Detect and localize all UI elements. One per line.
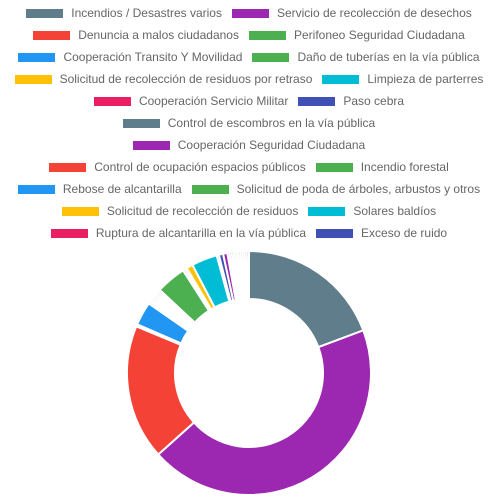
- legend-item[interactable]: Control de escombros en la vía pública: [122, 116, 376, 130]
- legend-swatch: [50, 228, 88, 238]
- legend-item[interactable]: Solicitud de recolección de residuos: [61, 204, 299, 218]
- legend-item[interactable]: Solicitud de poda de árboles, arbustos y…: [191, 182, 481, 196]
- legend-swatch: [315, 162, 353, 172]
- legend-row: Denuncia a malos ciudadanos Perifoneo Seg…: [0, 24, 498, 46]
- legend-label: Cooperación Servicio Militar: [138, 94, 289, 108]
- legend-swatch: [132, 140, 170, 150]
- legend-label: Cooperación Seguridad Ciudadana: [177, 138, 366, 152]
- legend-label: Control de ocupación espacios públicos: [94, 160, 306, 174]
- legend-item[interactable]: Daño de tuberías en la vía pública: [252, 50, 480, 64]
- legend-row: Control de escombros en la vía pública: [0, 112, 498, 134]
- legend-swatch: [308, 206, 346, 216]
- legend-row: Cooperación Seguridad Ciudadana: [0, 134, 498, 156]
- legend-label: Solicitud de recolección de residuos: [106, 204, 299, 218]
- legend-item[interactable]: Ruptura de alcantarilla en la vía públic…: [50, 226, 307, 240]
- legend-swatch: [248, 30, 286, 40]
- legend-swatch: [49, 162, 87, 172]
- legend-item[interactable]: Servicio de recolección de desechos: [231, 6, 472, 20]
- legend-label: Incendio forestal: [360, 160, 449, 174]
- legend-label: Control de escombros en la vía pública: [167, 116, 376, 130]
- legend-label: Daño de tuberías en la vía pública: [297, 50, 480, 64]
- chart-legend: Incendios / Desastres varios Servicio de …: [0, 2, 498, 244]
- legend-item[interactable]: Perifoneo Seguridad Ciudadana: [248, 28, 465, 42]
- legend-label: Exceso de ruido: [361, 226, 448, 240]
- legend-item[interactable]: Incendios / Desastres varios: [26, 6, 222, 20]
- legend-item[interactable]: Cooperación Seguridad Ciudadana: [132, 138, 366, 152]
- legend-swatch: [33, 30, 71, 40]
- legend-swatch: [122, 118, 160, 128]
- legend-swatch: [93, 96, 131, 106]
- legend-row: Solicitud de recolección de residuos por…: [0, 68, 498, 90]
- legend-swatch: [298, 96, 336, 106]
- legend-label: Ruptura de alcantarilla en la vía públic…: [95, 226, 307, 240]
- legend-label: Solicitud de recolección de residuos por…: [59, 72, 313, 86]
- legend-item[interactable]: Incendio forestal: [315, 160, 449, 174]
- legend-swatch: [322, 74, 360, 84]
- legend-row: Control de ocupación espacios públicos In…: [0, 156, 498, 178]
- legend-label: Incendios / Desastres varios: [71, 6, 222, 20]
- doughnut-slice[interactable]: [156, 329, 372, 496]
- legend-label: Rebose de alcantarilla: [62, 182, 182, 196]
- legend-row: Incendios / Desastres varios Servicio de …: [0, 2, 498, 24]
- legend-item[interactable]: Solares baldíos: [308, 204, 436, 218]
- legend-label: Servicio de recolección de desechos: [276, 6, 472, 20]
- legend-item[interactable]: Cooperación Servicio Militar: [93, 94, 289, 108]
- legend-swatch: [26, 8, 64, 18]
- legend-row: Rebose de alcantarilla Solicitud de poda …: [0, 178, 498, 200]
- legend-row: Solicitud de recolección de residuos Sola…: [0, 200, 498, 222]
- legend-row: Ruptura de alcantarilla en la vía públic…: [0, 222, 498, 244]
- legend-row: Cooperación Servicio Militar Paso cebra: [0, 90, 498, 112]
- legend-label: Solicitud de poda de árboles, arbustos y…: [236, 182, 481, 196]
- legend-swatch: [231, 8, 269, 18]
- legend-row: Cooperación Transito Y Movilidad Daño de …: [0, 46, 498, 68]
- legend-swatch: [18, 52, 56, 62]
- legend-item[interactable]: Cooperación Transito Y Movilidad: [18, 50, 242, 64]
- legend-label: Solares baldíos: [353, 204, 437, 218]
- legend-swatch: [191, 184, 229, 194]
- legend-label: Paso cebra: [343, 94, 405, 108]
- legend-item[interactable]: Paso cebra: [298, 94, 404, 108]
- legend-item[interactable]: Exceso de ruido: [316, 226, 447, 240]
- legend-label: Denuncia a malos ciudadanos: [78, 28, 239, 42]
- legend-item[interactable]: Rebose de alcantarilla: [17, 182, 182, 196]
- legend-swatch: [14, 74, 52, 84]
- legend-swatch: [316, 228, 354, 238]
- legend-swatch: [17, 184, 55, 194]
- legend-item[interactable]: Denuncia a malos ciudadanos: [33, 28, 239, 42]
- doughnut-slice[interactable]: [248, 249, 365, 349]
- doughnut-slice[interactable]: [245, 249, 250, 301]
- legend-label: Limpieza de parterres: [367, 72, 484, 86]
- legend-label: Perifoneo Seguridad Ciudadana: [293, 28, 465, 42]
- legend-label: Cooperación Transito Y Movilidad: [63, 50, 243, 64]
- legend-item[interactable]: Control de ocupación espacios públicos: [49, 160, 306, 174]
- legend-swatch: [252, 52, 290, 62]
- legend-item[interactable]: Limpieza de parterres: [322, 72, 483, 86]
- legend-swatch: [61, 206, 99, 216]
- legend-item[interactable]: Solicitud de recolección de residuos por…: [14, 72, 313, 86]
